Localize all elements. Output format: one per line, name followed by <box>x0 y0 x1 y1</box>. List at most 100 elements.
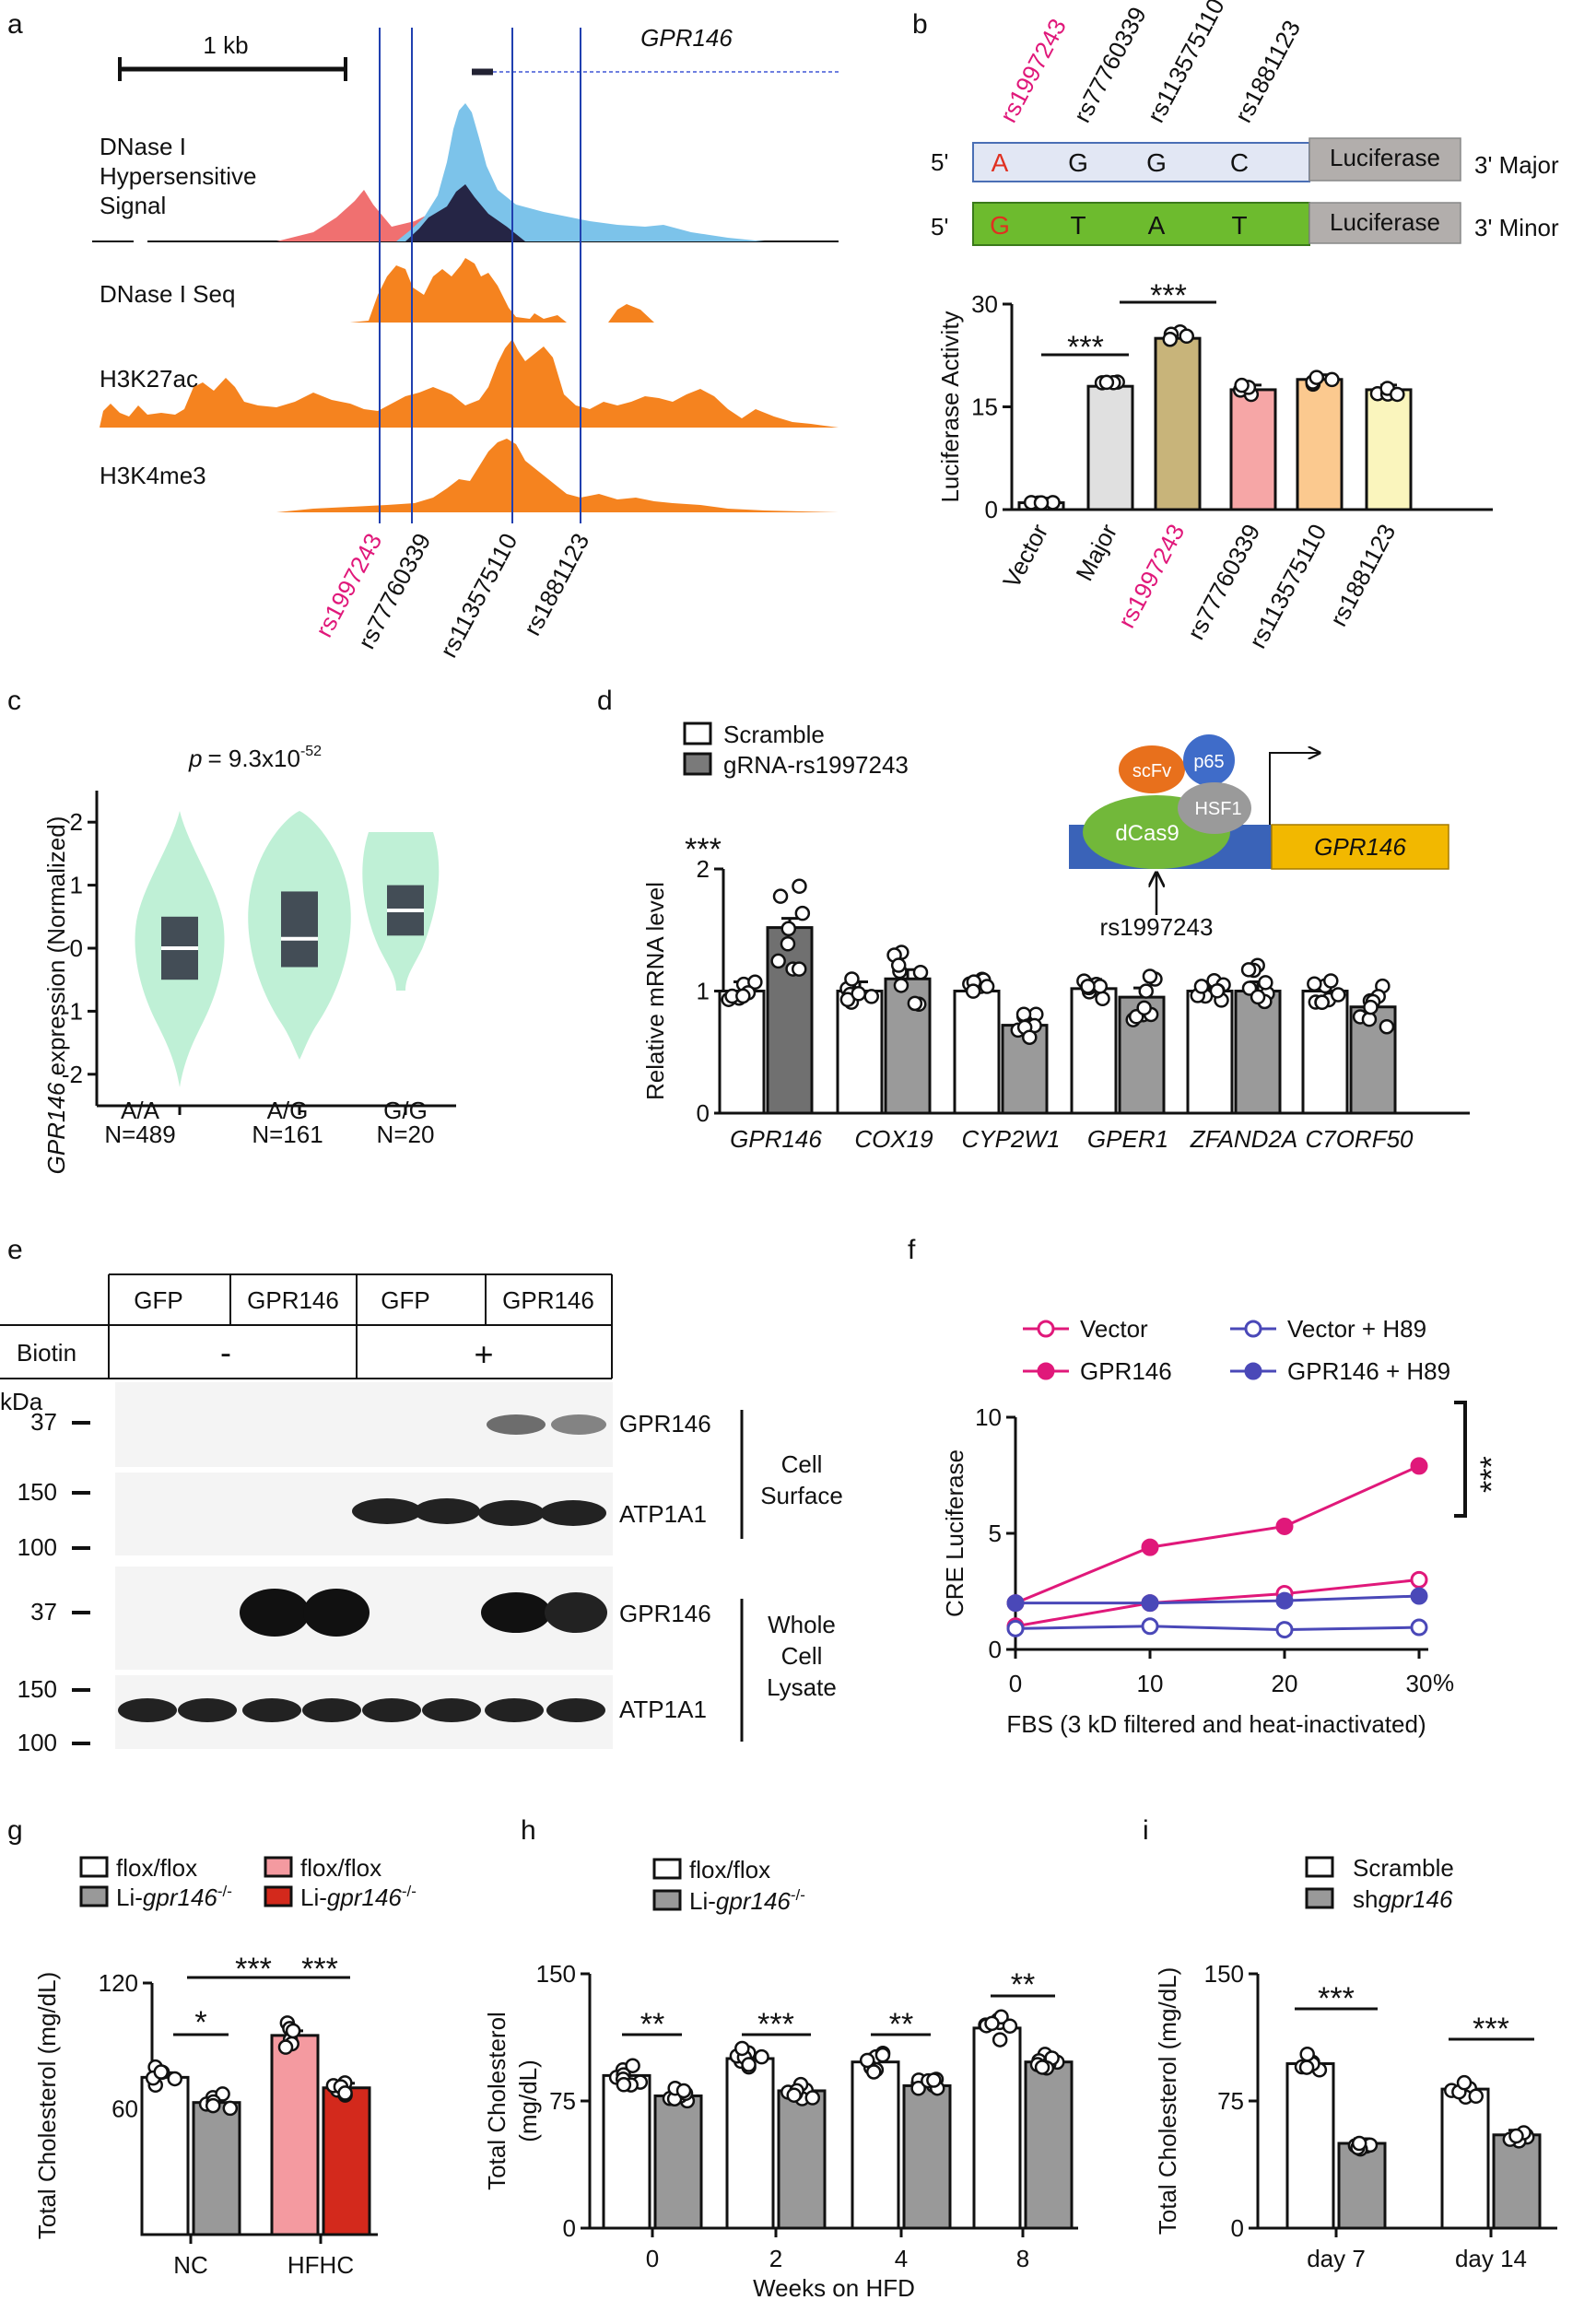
h-legend-swatch-ko <box>652 1889 682 1911</box>
b-x-tick-label: rs1997243 <box>1112 520 1190 633</box>
i-x-tick-label: day 7 <box>1307 2245 1366 2272</box>
band-surface-atp-3 <box>478 1500 545 1526</box>
fraction-lysate: Lysate <box>767 1673 837 1701</box>
d-data-point <box>1092 979 1109 994</box>
f-legend-marker <box>1244 1362 1262 1380</box>
h-data-point <box>859 2052 875 2069</box>
h-data-point <box>754 2048 769 2065</box>
f-legend-marker <box>1244 1320 1262 1338</box>
marker-37-a: 37 <box>30 1408 57 1436</box>
band-wcl-atp-2 <box>178 1698 237 1722</box>
fraction-surface: Surface <box>760 1482 843 1509</box>
f-y-tick-label: 0 <box>989 1636 1002 1663</box>
c-box <box>281 891 318 968</box>
major-base-1: A <box>992 148 1009 177</box>
h-sig-4: ** <box>1011 1967 1035 2002</box>
b-data-point <box>1308 370 1325 385</box>
f-data-point <box>1141 1617 1159 1636</box>
marker-100-a: 100 <box>18 1533 57 1561</box>
f-x-tick-label: 20 <box>1272 1670 1298 1697</box>
band-wcl-atp-8 <box>546 1698 605 1722</box>
d-data-point <box>780 921 797 937</box>
panel-letter-b: b <box>912 9 928 40</box>
d-data-point <box>1080 979 1096 994</box>
f-x-tick-label: 0 <box>1009 1670 1022 1697</box>
g-legend-flox-hfhc: flox/flox <box>300 1854 381 1882</box>
f-series-line <box>1015 1464 1420 1604</box>
f-legend-label: Vector + H89 <box>1287 1315 1426 1343</box>
d-data-point <box>965 983 981 999</box>
panel-letter-a: a <box>7 9 23 40</box>
g-ylabel: Total Cholesterol (mg/dL) <box>33 1972 61 2239</box>
d-x-tick-label: CYP2W1 <box>962 1125 1061 1153</box>
g-legend-flox: flox/flox <box>116 1854 197 1882</box>
i-y-tick-label: 0 <box>1231 2214 1244 2242</box>
h-bar <box>972 2026 1022 2230</box>
d-y-tick-label: 2 <box>697 855 710 883</box>
d-data-point <box>1258 975 1273 991</box>
major-5prime: 5' <box>931 148 948 176</box>
f-sig-bracket <box>1454 1401 1467 1518</box>
blot-label-gpr146-wcl: GPR146 <box>619 1600 711 1627</box>
g-bar <box>192 2101 241 2236</box>
band-surface-gpr146-1 <box>487 1414 546 1435</box>
band-surface-atp-1 <box>352 1498 422 1524</box>
c-y-tick-label: 2 <box>70 808 83 836</box>
d-data-point <box>770 953 786 969</box>
h-bar <box>1024 2060 1074 2230</box>
h-sig-2: *** <box>757 2007 794 2042</box>
d-data-point <box>863 989 879 1004</box>
f-data-point <box>1006 1619 1025 1637</box>
h-legend-flox: flox/flox <box>689 1856 770 1883</box>
i-data-point <box>1468 2088 1485 2105</box>
f-y-tick-label: 5 <box>989 1520 1002 1547</box>
f-data-point <box>1275 1621 1294 1639</box>
b-snp-rs1881123: rs1881123 <box>1229 16 1306 127</box>
c-x-tick-label: A/G <box>267 1097 309 1124</box>
c-ns-ag: N=161 <box>252 1121 323 1148</box>
panel-a: a 1 kb GPR146 DNase I Hypersensitive Sig… <box>7 9 839 662</box>
schematic-p65: p65 <box>1193 752 1224 772</box>
h-ylabel: Total Cholesterol <box>483 2012 510 2190</box>
d-data-point <box>1022 1029 1038 1045</box>
d-bar <box>1186 990 1234 1115</box>
dnase-blue-signal <box>396 103 765 241</box>
d-y-tick-label: 1 <box>697 978 710 1005</box>
d-data-point <box>907 995 923 1012</box>
g-bar <box>140 2075 190 2236</box>
d-bar <box>836 990 884 1115</box>
i-bar <box>1492 2133 1542 2230</box>
c-x-tick-label: A/A <box>121 1097 160 1124</box>
d-x-tick-label: ZFAND2A <box>1190 1125 1298 1153</box>
h-x-tick-label: 2 <box>769 2245 782 2272</box>
i-data-point <box>1351 2135 1367 2152</box>
d-data-point <box>979 979 995 994</box>
minor-3prime: 3' Minor <box>1474 214 1559 241</box>
biotin-plus: + <box>474 1335 493 1373</box>
b-data-point <box>1324 371 1340 388</box>
b-data-point <box>1234 377 1250 393</box>
major-base-3: G <box>1146 148 1167 177</box>
d-data-point <box>1314 994 1330 1011</box>
d-data-point <box>1193 979 1210 994</box>
panel-f: f Vector GPR146 Vector + H89 GPR146 + H89 0… <box>908 1235 1509 1738</box>
h-y-tick-label: 75 <box>549 2087 576 2115</box>
schematic-hsf1: HSF1 <box>1194 799 1241 819</box>
gene-box <box>1271 824 1449 870</box>
i-legend-scramble: Scramble <box>1353 1854 1454 1882</box>
f-data-point <box>1006 1594 1025 1613</box>
d-bar <box>1301 990 1349 1115</box>
blot-label-atp1a1-surface: ATP1A1 <box>619 1500 707 1528</box>
p65-shape <box>1183 734 1235 786</box>
f-legend-marker <box>1037 1362 1055 1380</box>
h-bar <box>902 2083 952 2230</box>
g-x-tick-label: NC <box>173 2251 208 2279</box>
lane-gpr146-1: GPR146 <box>247 1286 339 1314</box>
h-data-point <box>625 2058 640 2073</box>
f-data-point <box>1275 1517 1294 1535</box>
track-label-dnase1: DNase I <box>100 133 186 160</box>
panel-letter-c: c <box>7 686 21 716</box>
d-sig: *** <box>685 832 722 867</box>
h-data-point <box>910 2080 926 2096</box>
